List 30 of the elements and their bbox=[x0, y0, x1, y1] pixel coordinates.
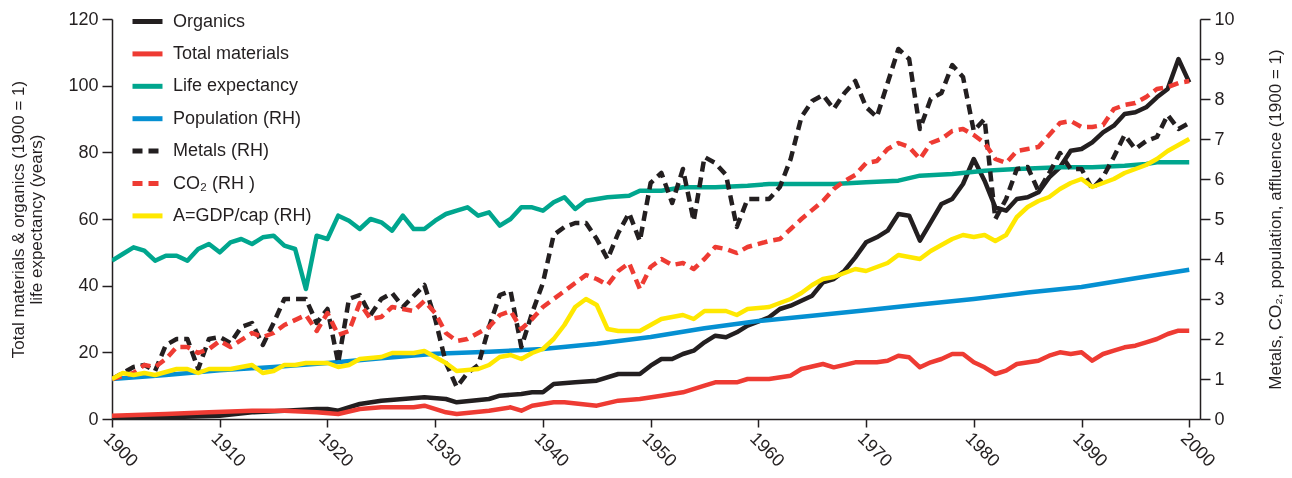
y-tick-label: 60 bbox=[78, 208, 99, 229]
legend-label: Metals (RH) bbox=[173, 140, 270, 161]
y-tick-label: 100 bbox=[68, 75, 99, 96]
y2-tick-label: 2 bbox=[1214, 328, 1225, 349]
y2-axis-title: Metals, CO₂, population, affluence (1900 = 1) bbox=[1265, 49, 1285, 390]
legend-label: Life expectancy bbox=[173, 75, 299, 96]
y2-tick-label: 8 bbox=[1214, 88, 1225, 109]
y2-tick-label: 10 bbox=[1214, 8, 1235, 29]
y2-tick-label: 4 bbox=[1214, 248, 1225, 269]
legend-label: A=GDP/cap (RH) bbox=[173, 204, 312, 225]
line-series bbox=[112, 160, 1192, 292]
line-series bbox=[112, 328, 1192, 418]
legend-label: Population (RH) bbox=[173, 107, 302, 128]
y2-tick-label: 3 bbox=[1214, 288, 1225, 309]
y2-tick-label: 0 bbox=[1214, 408, 1225, 429]
line-series bbox=[112, 136, 1192, 382]
legend-label: Organics bbox=[173, 10, 246, 31]
y2-tick-label: 6 bbox=[1214, 168, 1225, 189]
y-tick-label: 20 bbox=[78, 341, 99, 362]
y-tick-label: 40 bbox=[78, 275, 99, 296]
y2-tick-label: 9 bbox=[1214, 48, 1225, 69]
y-tick-label: 80 bbox=[78, 141, 99, 162]
y2-tick-label: 5 bbox=[1214, 208, 1225, 229]
legend-label: Total materials bbox=[173, 42, 290, 63]
y2-tick-label: 1 bbox=[1214, 368, 1225, 389]
y2-tick-label: 7 bbox=[1214, 128, 1225, 149]
y-tick-label: 0 bbox=[88, 408, 99, 429]
legend-label: CO₂ (RH ) bbox=[173, 172, 255, 193]
y-axis-title: Total materials & organics (1900 = 1) life expectancy (years) bbox=[9, 80, 47, 359]
y-tick-label: 120 bbox=[68, 8, 99, 29]
